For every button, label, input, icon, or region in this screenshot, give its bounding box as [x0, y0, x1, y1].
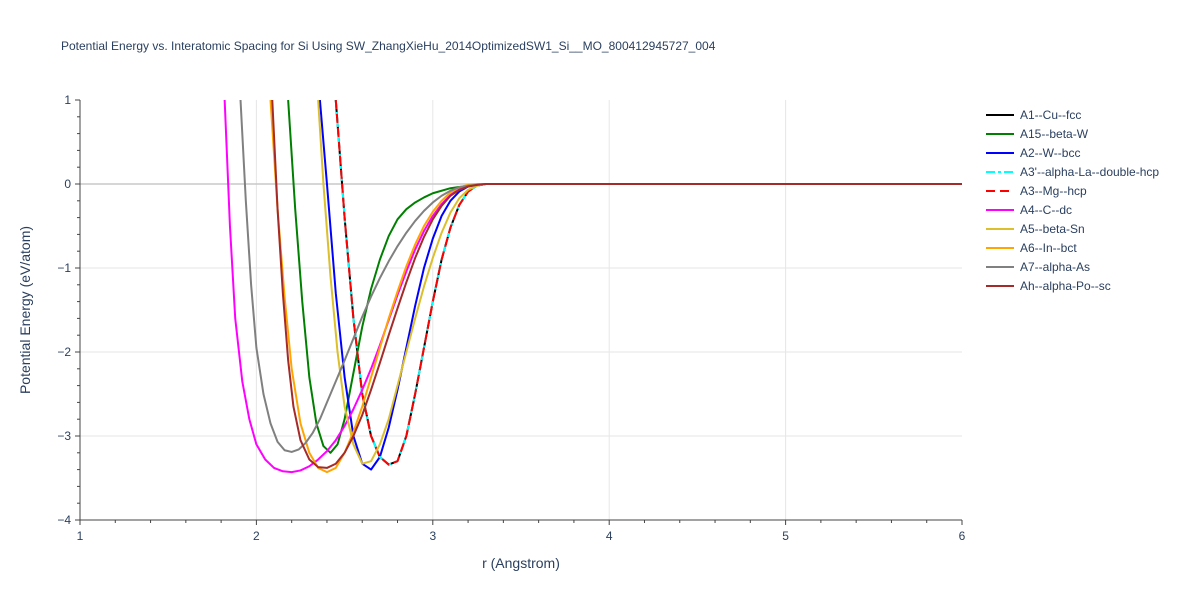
legend-item-label: A4--C--dc: [1020, 203, 1072, 217]
y-tick-label: −1: [57, 261, 71, 275]
legend-item-label: A2--W--bcc: [1020, 146, 1080, 160]
legend-item-label: A7--alpha-As: [1020, 260, 1090, 274]
series-layer: [223, 100, 962, 474]
x-tick-label: 1: [77, 529, 84, 543]
grid: [80, 100, 962, 520]
series-line-1: [287, 100, 962, 454]
x-axis-title: r (Angstrom): [482, 555, 560, 571]
y-tick-label: 0: [64, 177, 71, 191]
legend-item-label: Ah--alpha-Po--sc: [1020, 279, 1111, 293]
legend-item-label: A6--In--bct: [1020, 241, 1077, 255]
x-tick-label: 5: [782, 529, 789, 543]
y-tick-label: −2: [57, 345, 71, 359]
chart-title: Potential Energy vs. Interatomic Spacing…: [61, 39, 716, 53]
x-tick-label: 4: [606, 529, 613, 543]
series-line-2: [318, 100, 962, 471]
y-tick-label: 1: [64, 93, 71, 107]
legend-item-label: A1--Cu--fcc: [1020, 108, 1081, 122]
axes: 1 2 3 4 5 6 −4 −3 −2 −1 0 1: [57, 93, 965, 543]
x-tick-label: 2: [253, 529, 260, 543]
legend-item-label: A3--Mg--hcp: [1020, 184, 1087, 198]
legend-item-label: A5--beta-Sn: [1020, 222, 1085, 236]
series-line-6: [317, 100, 962, 465]
series-line-4: [334, 100, 962, 466]
legend: A1--Cu--fcc A15--beta-W A2--W--bcc A3'--alp…: [986, 108, 1159, 293]
series-line-9: [271, 100, 962, 469]
x-tick-label: 3: [429, 529, 436, 543]
legend-item-label: A3'--alpha-La--double-hcp: [1020, 165, 1159, 179]
y-tick-label: −4: [57, 513, 71, 527]
y-axis-title: Potential Energy (eV/atom): [17, 226, 33, 394]
series-line-3: [334, 100, 962, 466]
series-line-7: [269, 100, 962, 474]
legend-item-label: A15--beta-W: [1020, 127, 1089, 141]
series-line-0: [334, 100, 962, 466]
y-tick-label: −3: [57, 429, 71, 443]
x-tick-label: 6: [959, 529, 966, 543]
